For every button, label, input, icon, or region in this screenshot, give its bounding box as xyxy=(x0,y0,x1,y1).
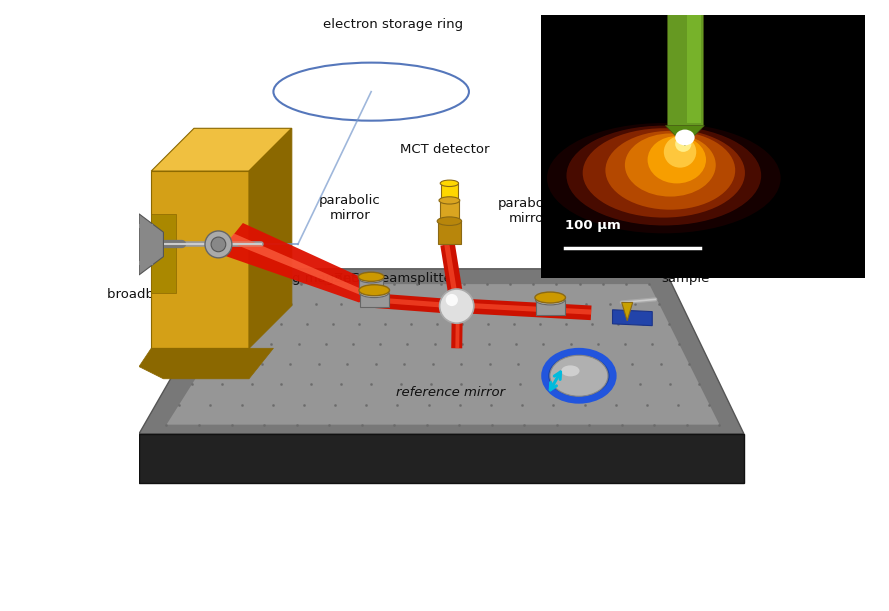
Text: reference mirror: reference mirror xyxy=(396,386,505,399)
Polygon shape xyxy=(667,10,703,126)
Polygon shape xyxy=(437,221,461,244)
Polygon shape xyxy=(139,269,744,434)
Text: sample: sample xyxy=(661,271,709,285)
Ellipse shape xyxy=(535,295,565,305)
Polygon shape xyxy=(228,233,374,298)
Polygon shape xyxy=(151,128,292,171)
Polygon shape xyxy=(151,214,176,293)
Circle shape xyxy=(211,237,226,252)
Circle shape xyxy=(679,133,691,142)
Text: electron storage ring: electron storage ring xyxy=(323,18,462,31)
Ellipse shape xyxy=(605,131,735,210)
Text: 100 μm: 100 μm xyxy=(565,219,621,232)
Polygon shape xyxy=(466,303,591,315)
Polygon shape xyxy=(666,126,704,145)
Text: ZnSe beamsplitter: ZnSe beamsplitter xyxy=(334,271,457,285)
Ellipse shape xyxy=(359,274,383,283)
Polygon shape xyxy=(613,310,653,326)
Ellipse shape xyxy=(566,126,761,225)
Text: parabolic
mirror: parabolic mirror xyxy=(319,194,380,222)
Text: broadband synchrotron
radiation: broadband synchrotron radiation xyxy=(107,288,263,316)
Text: bending magnet: bending magnet xyxy=(245,271,356,285)
Circle shape xyxy=(440,289,474,323)
Ellipse shape xyxy=(675,136,692,152)
Text: MCT detector: MCT detector xyxy=(400,143,489,156)
Ellipse shape xyxy=(439,197,460,204)
Ellipse shape xyxy=(664,136,696,167)
Polygon shape xyxy=(455,307,460,348)
Ellipse shape xyxy=(359,285,389,296)
Circle shape xyxy=(205,231,232,258)
Ellipse shape xyxy=(437,217,461,225)
Text: Au-coated
AFM cantilever: Au-coated AFM cantilever xyxy=(653,200,751,228)
Polygon shape xyxy=(359,293,388,307)
Ellipse shape xyxy=(647,136,706,183)
Polygon shape xyxy=(452,307,463,348)
Polygon shape xyxy=(139,214,164,275)
Polygon shape xyxy=(440,200,459,220)
Polygon shape xyxy=(535,300,565,315)
Text: parabolic
mirror: parabolic mirror xyxy=(498,197,560,225)
Ellipse shape xyxy=(535,292,565,303)
Circle shape xyxy=(445,294,458,306)
Polygon shape xyxy=(440,243,465,306)
Polygon shape xyxy=(441,183,458,199)
Ellipse shape xyxy=(561,365,580,376)
Polygon shape xyxy=(686,10,701,123)
Ellipse shape xyxy=(544,351,614,401)
Ellipse shape xyxy=(550,355,608,397)
Ellipse shape xyxy=(582,128,745,218)
Polygon shape xyxy=(359,279,383,294)
Polygon shape xyxy=(374,298,448,308)
Circle shape xyxy=(675,130,694,145)
Polygon shape xyxy=(466,299,591,320)
Ellipse shape xyxy=(359,288,388,298)
Ellipse shape xyxy=(547,123,781,233)
Ellipse shape xyxy=(625,133,716,197)
Polygon shape xyxy=(139,434,744,483)
Polygon shape xyxy=(151,171,249,348)
Polygon shape xyxy=(249,128,292,348)
Polygon shape xyxy=(219,223,389,302)
Polygon shape xyxy=(139,348,274,379)
Polygon shape xyxy=(621,302,633,321)
Polygon shape xyxy=(444,244,459,306)
Ellipse shape xyxy=(440,180,459,186)
Ellipse shape xyxy=(358,272,384,281)
Polygon shape xyxy=(166,284,719,425)
Polygon shape xyxy=(373,293,448,313)
